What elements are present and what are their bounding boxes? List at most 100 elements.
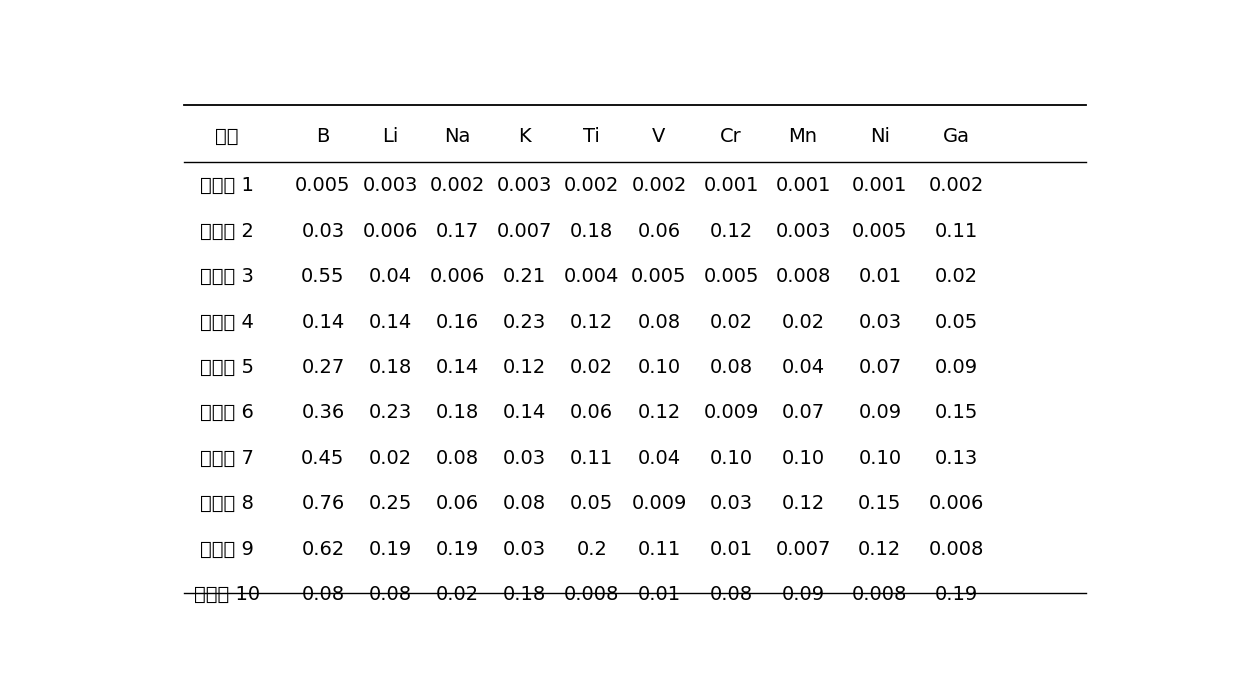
Text: 0.08: 0.08 bbox=[637, 313, 680, 332]
Text: 0.05: 0.05 bbox=[570, 494, 613, 513]
Text: 0.001: 0.001 bbox=[776, 176, 830, 195]
Text: 0.12: 0.12 bbox=[637, 403, 680, 422]
Text: 0.01: 0.01 bbox=[710, 540, 752, 559]
Text: Ti: Ti bbox=[584, 127, 600, 146]
Text: 0.62: 0.62 bbox=[301, 540, 344, 559]
Text: 0.08: 0.08 bbox=[436, 449, 479, 468]
Text: 0.02: 0.02 bbox=[570, 358, 613, 377]
Text: 0.18: 0.18 bbox=[570, 222, 613, 241]
Text: 0.10: 0.10 bbox=[710, 449, 752, 468]
Text: 0.08: 0.08 bbox=[710, 358, 752, 377]
Text: 0.03: 0.03 bbox=[710, 494, 752, 513]
Text: 0.11: 0.11 bbox=[570, 449, 613, 468]
Text: Ni: Ni bbox=[870, 127, 890, 146]
Text: 0.04: 0.04 bbox=[368, 267, 411, 286]
Text: 实施例 9: 实施例 9 bbox=[199, 540, 254, 559]
Text: 0.21: 0.21 bbox=[503, 267, 546, 286]
Text: 0.04: 0.04 bbox=[782, 358, 825, 377]
Text: 0.05: 0.05 bbox=[935, 313, 979, 332]
Text: V: V bbox=[652, 127, 665, 146]
Text: 实施例 3: 实施例 3 bbox=[199, 267, 254, 286]
Text: 0.08: 0.08 bbox=[503, 494, 546, 513]
Text: 0.06: 0.06 bbox=[637, 222, 680, 241]
Text: B: B bbox=[316, 127, 330, 146]
Text: 0.55: 0.55 bbox=[301, 267, 344, 286]
Text: 0.23: 0.23 bbox=[503, 313, 546, 332]
Text: 0.27: 0.27 bbox=[301, 358, 344, 377]
Text: 0.005: 0.005 bbox=[852, 222, 908, 241]
Text: K: K bbox=[518, 127, 530, 146]
Text: 0.14: 0.14 bbox=[436, 358, 479, 377]
Text: 0.09: 0.09 bbox=[782, 585, 825, 604]
Text: 0.06: 0.06 bbox=[570, 403, 613, 422]
Text: 0.12: 0.12 bbox=[503, 358, 546, 377]
Text: 0.15: 0.15 bbox=[935, 403, 979, 422]
Text: 0.02: 0.02 bbox=[368, 449, 411, 468]
Text: 0.002: 0.002 bbox=[564, 176, 620, 195]
Text: 0.005: 0.005 bbox=[295, 176, 351, 195]
Text: 0.12: 0.12 bbox=[570, 313, 613, 332]
Text: 0.19: 0.19 bbox=[436, 540, 479, 559]
Text: 0.008: 0.008 bbox=[776, 267, 830, 286]
Text: 0.25: 0.25 bbox=[368, 494, 411, 513]
Text: 0.08: 0.08 bbox=[368, 585, 411, 604]
Text: 0.18: 0.18 bbox=[503, 585, 546, 604]
Text: 0.02: 0.02 bbox=[935, 267, 979, 286]
Text: 0.01: 0.01 bbox=[859, 267, 902, 286]
Text: 实施例 1: 实施例 1 bbox=[199, 176, 254, 195]
Text: 0.002: 0.002 bbox=[632, 176, 686, 195]
Text: 0.12: 0.12 bbox=[859, 540, 902, 559]
Text: 0.17: 0.17 bbox=[436, 222, 479, 241]
Text: 实施例 10: 实施例 10 bbox=[193, 585, 260, 604]
Text: 0.003: 0.003 bbox=[497, 176, 553, 195]
Text: 0.08: 0.08 bbox=[710, 585, 752, 604]
Text: 0.76: 0.76 bbox=[301, 494, 344, 513]
Text: 0.008: 0.008 bbox=[929, 540, 984, 559]
Text: 0.002: 0.002 bbox=[430, 176, 484, 195]
Text: Ga: Ga bbox=[943, 127, 970, 146]
Text: 0.007: 0.007 bbox=[497, 222, 553, 241]
Text: 0.36: 0.36 bbox=[301, 403, 344, 422]
Text: 0.08: 0.08 bbox=[301, 585, 344, 604]
Text: 0.12: 0.12 bbox=[782, 494, 825, 513]
Text: 0.07: 0.07 bbox=[859, 358, 902, 377]
Text: 0.13: 0.13 bbox=[935, 449, 979, 468]
Text: 0.005: 0.005 bbox=[631, 267, 686, 286]
Text: 0.008: 0.008 bbox=[564, 585, 620, 604]
Text: 0.14: 0.14 bbox=[503, 403, 546, 422]
Text: 0.006: 0.006 bbox=[363, 222, 418, 241]
Text: 0.14: 0.14 bbox=[301, 313, 344, 332]
Text: 实施例 2: 实施例 2 bbox=[199, 222, 254, 241]
Text: 0.002: 0.002 bbox=[929, 176, 984, 195]
Text: 0.003: 0.003 bbox=[776, 222, 830, 241]
Text: 0.006: 0.006 bbox=[929, 494, 984, 513]
Text: 0.10: 0.10 bbox=[782, 449, 825, 468]
Text: 0.15: 0.15 bbox=[859, 494, 902, 513]
Text: 0.02: 0.02 bbox=[782, 313, 825, 332]
Text: 0.03: 0.03 bbox=[859, 313, 902, 332]
Text: 0.09: 0.09 bbox=[935, 358, 979, 377]
Text: 0.11: 0.11 bbox=[935, 222, 979, 241]
Text: 0.09: 0.09 bbox=[859, 403, 902, 422]
Text: 0.07: 0.07 bbox=[782, 403, 825, 422]
Text: 0.001: 0.001 bbox=[704, 176, 758, 195]
Text: 0.005: 0.005 bbox=[704, 267, 758, 286]
Text: 0.007: 0.007 bbox=[776, 540, 830, 559]
Text: Na: Na bbox=[444, 127, 471, 146]
Text: 0.009: 0.009 bbox=[704, 403, 758, 422]
Text: 0.03: 0.03 bbox=[301, 222, 344, 241]
Text: 0.003: 0.003 bbox=[363, 176, 418, 195]
Text: 实施例 6: 实施例 6 bbox=[199, 403, 254, 422]
Text: 0.001: 0.001 bbox=[852, 176, 907, 195]
Text: 0.006: 0.006 bbox=[430, 267, 484, 286]
Text: 0.02: 0.02 bbox=[710, 313, 752, 332]
Text: 0.18: 0.18 bbox=[436, 403, 479, 422]
Text: 组别: 组别 bbox=[216, 127, 239, 146]
Text: 0.19: 0.19 bbox=[935, 585, 979, 604]
Text: 0.45: 0.45 bbox=[301, 449, 344, 468]
Text: Mn: Mn bbox=[788, 127, 818, 146]
Text: 0.16: 0.16 bbox=[436, 313, 479, 332]
Text: 0.10: 0.10 bbox=[859, 449, 902, 468]
Text: 0.04: 0.04 bbox=[637, 449, 680, 468]
Text: 实施例 4: 实施例 4 bbox=[199, 313, 254, 332]
